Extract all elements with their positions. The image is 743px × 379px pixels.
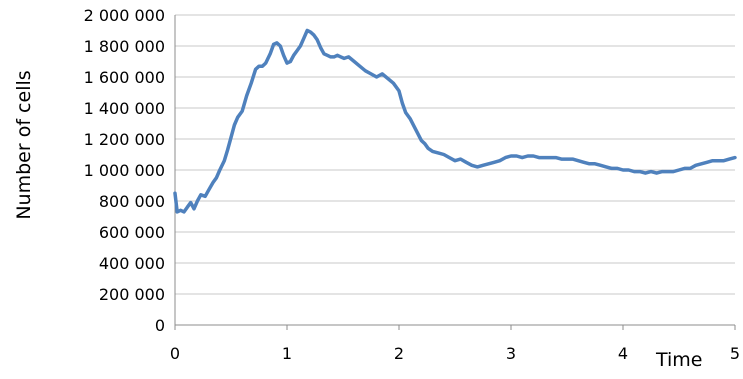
axes (174, 15, 736, 330)
y-tick-label: 1 600 000 (84, 68, 165, 87)
x-tick-label: 5 (730, 344, 740, 363)
x-axis-tick-labels: 0 1 2 3 4 5 (170, 344, 740, 363)
series-group (173, 28, 737, 214)
x-tick-label: 0 (170, 344, 180, 363)
x-tick-label: 1 (282, 344, 292, 363)
y-tick-label: 1 800 000 (84, 37, 165, 56)
y-axis-tick-labels: 0 200 000 400 000 600 000 800 000 1 000 000 1 … (84, 6, 165, 335)
gridlines (175, 14, 735, 295)
y-tick-label: 1 400 000 (84, 99, 165, 118)
y-tick-label: 1 000 000 (84, 161, 165, 180)
series-line (173, 28, 737, 214)
y-tick-label: 800 000 (99, 192, 165, 211)
x-axis-label: Time (655, 349, 703, 371)
y-tick-label: 400 000 (99, 254, 165, 273)
y-tick-label: 600 000 (99, 223, 165, 242)
y-tick-label: 1 200 000 (84, 130, 165, 149)
y-tick-label: 0 (155, 316, 165, 335)
x-tick-label: 4 (618, 344, 628, 363)
y-tick-label: 200 000 (99, 285, 165, 304)
y-tick-label: 2 000 000 (84, 6, 165, 25)
x-tick-label: 3 (506, 344, 516, 363)
x-tick-label: 2 (394, 344, 404, 363)
y-axis-label: Number of cells (13, 70, 35, 219)
